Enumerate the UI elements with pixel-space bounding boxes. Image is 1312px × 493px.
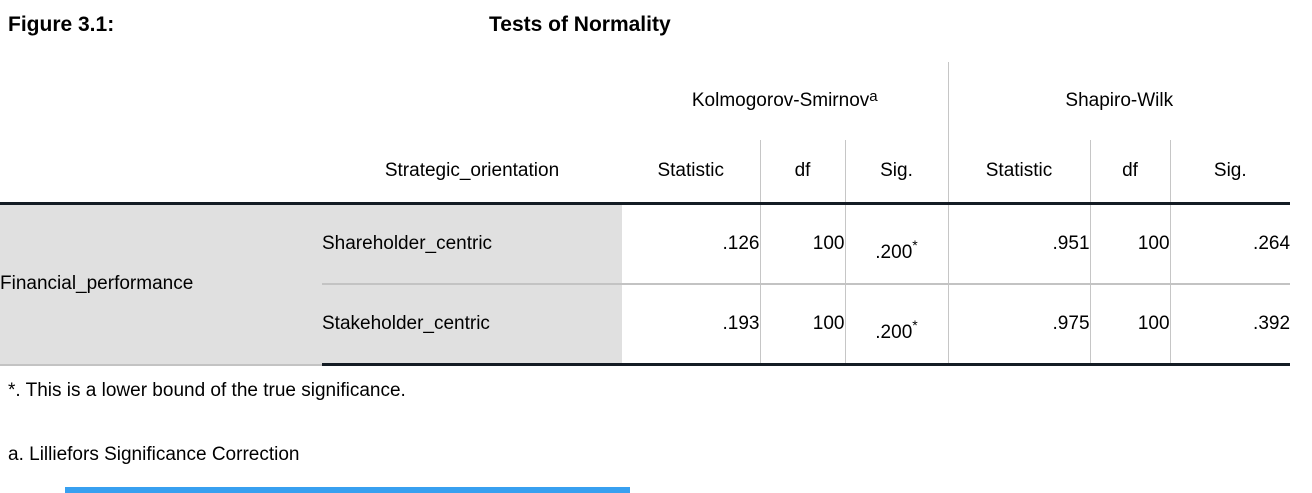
cell-sw-sig: .392 bbox=[1169, 284, 1291, 366]
column-header-ks-df: df bbox=[759, 140, 845, 205]
ks-sig-asterisk: * bbox=[912, 237, 918, 253]
tests-of-normality-table: Kolmogorov-Smirnova Shapiro-Wilk Strateg… bbox=[0, 62, 1291, 366]
ks-sig-value: .200 bbox=[875, 322, 913, 343]
column-header-sw-statistic: Statistic bbox=[947, 140, 1091, 205]
table-title: Tests of Normality bbox=[489, 13, 671, 36]
cell-sw-statistic: .975 bbox=[947, 284, 1091, 366]
column-header-row: Strategic_orientation Statistic df Sig. … bbox=[0, 140, 1291, 205]
cell-orientation: Stakeholder_centric bbox=[322, 284, 622, 366]
cell-ks-statistic: .193 bbox=[622, 284, 760, 366]
cell-sw-statistic: .951 bbox=[947, 203, 1091, 285]
footnote-lilliefors: a. Lilliefors Significance Correction bbox=[8, 444, 300, 465]
footnote-significance-bound: *. This is a lower bound of the true sig… bbox=[8, 380, 406, 401]
cell-sw-df: 100 bbox=[1089, 203, 1171, 285]
column-header-empty bbox=[0, 140, 322, 205]
cell-ks-sig: .200* bbox=[844, 284, 949, 366]
column-header-ks-sig: Sig. bbox=[844, 140, 949, 205]
group-header-kolmogorov-smirnov: Kolmogorov-Smirnova bbox=[622, 62, 948, 140]
cell-ks-sig: .200* bbox=[844, 203, 949, 285]
cell-ks-df: 100 bbox=[759, 284, 845, 366]
column-header-sw-df: df bbox=[1089, 140, 1171, 205]
table-row-stakeholder-centric: Stakeholder_centric .193 100 .200* .975 … bbox=[0, 284, 1291, 366]
group-header-row: Kolmogorov-Smirnova Shapiro-Wilk bbox=[0, 62, 1291, 140]
group-header-spacer bbox=[0, 62, 622, 140]
ks-label: Kolmogorov-Smirnov bbox=[691, 90, 870, 111]
ks-sig-asterisk: * bbox=[912, 317, 918, 333]
column-header-strategic-orientation: Strategic_orientation bbox=[322, 140, 622, 205]
cell-orientation: Shareholder_centric bbox=[322, 203, 622, 285]
cell-sw-df: 100 bbox=[1089, 284, 1171, 366]
table-row-shareholder-centric: Financial_performance Shareholder_centri… bbox=[0, 203, 1291, 366]
cell-sw-sig: .264 bbox=[1169, 203, 1291, 285]
ks-footnote-marker: a bbox=[869, 88, 878, 105]
ks-sig-value: .200 bbox=[875, 242, 913, 263]
cell-ks-statistic: .126 bbox=[622, 203, 760, 285]
column-header-ks-statistic: Statistic bbox=[622, 140, 760, 205]
cell-ks-df: 100 bbox=[759, 203, 845, 285]
cell-row-group-label: Financial_performance bbox=[0, 203, 322, 366]
group-header-shapiro-wilk: Shapiro-Wilk bbox=[947, 62, 1291, 140]
column-header-sw-sig: Sig. bbox=[1169, 140, 1291, 205]
blue-accent-bar bbox=[65, 487, 630, 493]
figure-label: Figure 3.1: bbox=[8, 13, 115, 36]
